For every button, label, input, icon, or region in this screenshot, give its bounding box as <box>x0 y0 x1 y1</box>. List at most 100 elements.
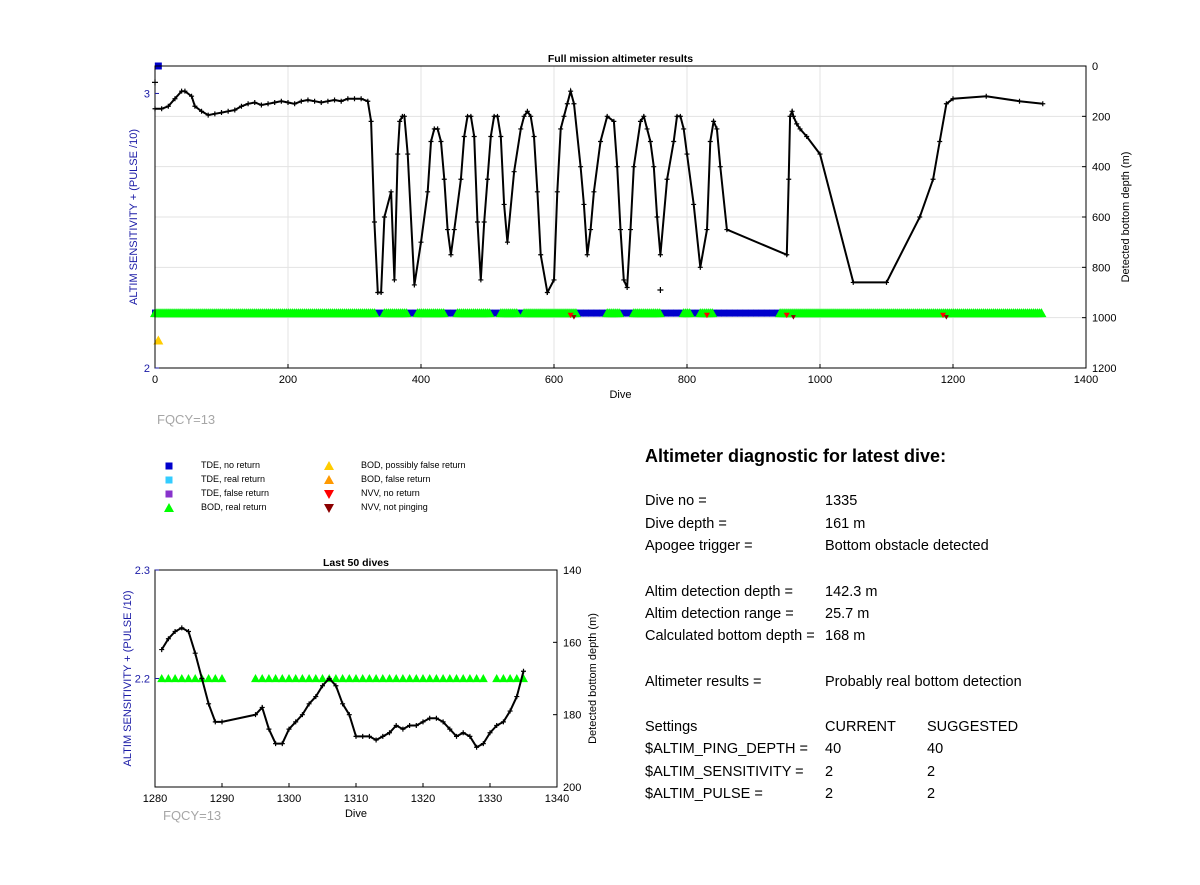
top-depth-point <box>458 176 464 182</box>
bottom-title: Last 50 dives <box>323 557 389 569</box>
bottom-depth-point <box>313 694 319 700</box>
top-depth-point <box>371 219 377 225</box>
bottom-depth-point <box>447 726 453 732</box>
bottom-bod-real-return-marker <box>385 674 394 683</box>
bottom-bod-real-return-marker <box>210 674 220 683</box>
top-depth-point <box>564 101 570 107</box>
bottom-bod-real-return-marker <box>304 674 314 683</box>
legend-item-label: TDE, false return <box>201 488 270 498</box>
top-depth-point <box>165 103 171 109</box>
top-depth-point <box>205 112 211 118</box>
bottom-bod-real-return-marker <box>391 674 401 683</box>
top-depth-point <box>524 108 530 114</box>
bottom-x-tick-label: 1320 <box>411 793 435 805</box>
top-depth-point <box>534 189 540 195</box>
bottom-bod-real-return-marker <box>291 674 301 683</box>
bottom-depth-point <box>299 712 305 718</box>
top-depth-point <box>435 126 441 132</box>
top-depth-point <box>568 88 574 94</box>
top-tde-no-return-marker <box>582 309 589 317</box>
top-outlier-point <box>657 286 664 293</box>
bottom-depth-point <box>440 719 446 725</box>
bottom-depth-point <box>199 676 205 681</box>
top-depth-point <box>418 239 424 245</box>
diagnostic-value: 142.3 m <box>825 584 878 600</box>
bottom-bod-real-return-marker <box>338 674 348 683</box>
bottom-depth-point <box>340 701 346 707</box>
top-depth-point <box>285 99 291 105</box>
bottom-depth-point <box>159 647 165 653</box>
top-depth-point <box>611 118 617 124</box>
top-bod-possibly-false-marker <box>153 335 164 345</box>
top-y-tick-label: 3 <box>144 88 150 100</box>
top-depth-point <box>451 227 457 233</box>
top-x-tick-label: 800 <box>678 374 696 386</box>
top-depth-point <box>368 118 374 124</box>
legend-square-icon <box>165 462 173 470</box>
top-tde-no-return-marker <box>731 309 738 317</box>
diagnostic-value: 168 m <box>825 628 866 644</box>
top-depth-point <box>501 201 507 207</box>
bottom-depth-point <box>306 701 312 707</box>
top-tde-no-return-marker <box>721 309 728 317</box>
top-tde-no-return-marker <box>593 309 600 317</box>
top-tde-no-return-marker <box>662 309 669 317</box>
diagnostic-value: 25.7 m <box>825 606 870 622</box>
legend-item-label: TDE, real return <box>201 474 266 484</box>
top-nvv-not-pinging-marker <box>790 315 796 320</box>
diagnostic-value: Bottom obstacle detected <box>825 538 989 554</box>
bottom-depth-point <box>380 733 386 739</box>
top-depth-point <box>544 290 550 295</box>
top-depth-point <box>647 139 653 144</box>
top-depth-point <box>571 101 577 107</box>
bottom-bod-real-return-marker <box>204 674 214 683</box>
bottom-bod-real-return-marker <box>425 674 435 683</box>
bottom-depth-point <box>474 744 480 750</box>
bottom-bod-real-return-marker <box>271 674 281 683</box>
bottom-bod-real-return-marker <box>378 674 388 683</box>
bottom-bod-real-return-marker <box>257 674 267 683</box>
legend-triangle-up-icon <box>324 461 334 470</box>
top-fqcy-annotation: FQCY=13 <box>157 412 216 427</box>
top-depth-point <box>943 101 949 107</box>
top-depth-point <box>471 133 477 139</box>
top-depth-point <box>786 176 792 182</box>
top-depth-point <box>637 118 643 124</box>
bottom-bod-real-return-marker <box>344 674 354 683</box>
top-depth-point <box>724 227 730 233</box>
top-depth-point <box>930 176 936 182</box>
bottom-depth-point <box>192 650 198 656</box>
bottom-depth-point <box>320 683 325 689</box>
legend-item-label: BOD, real return <box>201 502 267 512</box>
top-tde-no-return-marker <box>758 309 765 317</box>
bottom-bod-real-return-marker <box>351 674 361 683</box>
top-depth-point <box>488 133 494 139</box>
top-depth-point <box>1040 101 1046 107</box>
bottom-depth-point <box>333 683 339 689</box>
bottom-depth-point <box>253 712 258 718</box>
bottom-bod-real-return-marker <box>398 674 408 683</box>
bottom-bod-real-return-marker <box>478 674 488 683</box>
settings-suggested: 2 <box>927 764 936 780</box>
top-depth-point <box>438 139 444 144</box>
settings-key: $ALTIM_PING_DEPTH = <box>645 741 808 757</box>
bottom-depth-point <box>326 676 332 681</box>
top-depth-point <box>578 164 584 170</box>
top-depth-point <box>598 139 604 144</box>
bottom-y2label: Detected bottom depth (m) <box>587 613 599 744</box>
top-depth-point <box>485 176 490 182</box>
top-tde-no-return-marker <box>742 309 749 317</box>
top-bod-real-return-marker <box>484 308 495 318</box>
legend-triangle-down-icon <box>324 504 334 513</box>
top-y2-tick-label: 1000 <box>1092 313 1116 325</box>
top-tde-no-return-marker <box>673 309 680 317</box>
top-depth-point <box>618 227 623 233</box>
top-tde-no-return-marker <box>726 309 733 317</box>
bottom-fqcy-annotation: FQCY=13 <box>163 808 222 823</box>
top-tde-no-return-marker <box>715 309 722 317</box>
top-y-tick-label: 2 <box>144 363 150 375</box>
top-xlabel: Dive <box>609 389 631 401</box>
bottom-depth-point <box>460 730 466 736</box>
diagnostic-value: 1335 <box>825 493 858 509</box>
top-depth-point <box>711 118 717 124</box>
